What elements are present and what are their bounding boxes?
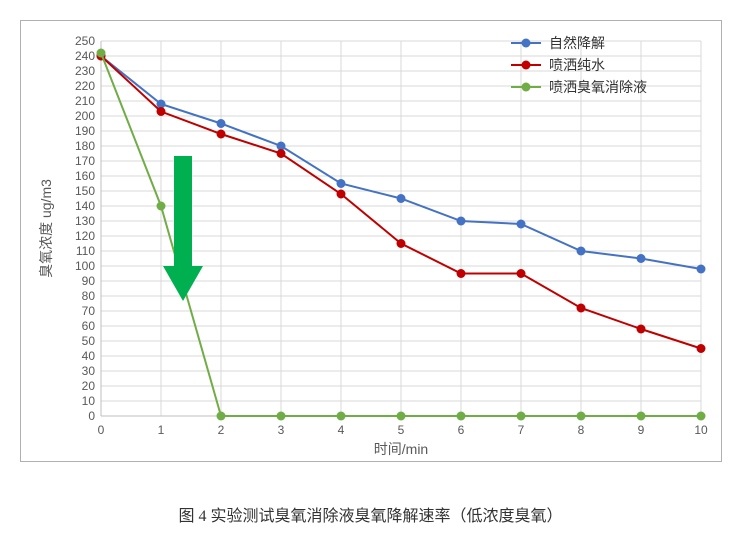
data-point	[457, 269, 466, 278]
data-point	[637, 254, 646, 263]
legend-item: 喷洒纯水	[549, 57, 605, 73]
svg-text:190: 190	[75, 124, 95, 138]
data-point	[517, 269, 526, 278]
data-point	[457, 217, 466, 226]
svg-text:160: 160	[75, 169, 95, 183]
svg-text:3: 3	[278, 423, 285, 437]
svg-text:30: 30	[82, 364, 96, 378]
svg-text:100: 100	[75, 259, 95, 273]
svg-text:60: 60	[82, 319, 96, 333]
svg-text:130: 130	[75, 214, 95, 228]
svg-text:50: 50	[82, 334, 96, 348]
data-point	[397, 194, 406, 203]
svg-text:1: 1	[158, 423, 165, 437]
data-point	[217, 119, 226, 128]
data-point	[517, 412, 526, 421]
svg-text:200: 200	[75, 109, 95, 123]
down-arrow-icon	[163, 156, 203, 301]
svg-text:4: 4	[338, 423, 345, 437]
data-point	[457, 412, 466, 421]
svg-text:170: 170	[75, 154, 95, 168]
svg-text:40: 40	[82, 349, 96, 363]
svg-text:240: 240	[75, 49, 95, 63]
figure-caption: 图 4 实验测试臭氧消除液臭氧降解速率（低浓度臭氧）	[20, 502, 721, 526]
svg-text:0: 0	[88, 409, 95, 423]
legend-item: 喷洒臭氧消除液	[549, 79, 647, 95]
data-point	[577, 247, 586, 256]
svg-text:220: 220	[75, 79, 95, 93]
data-point	[277, 412, 286, 421]
svg-text:10: 10	[82, 394, 96, 408]
svg-text:120: 120	[75, 229, 95, 243]
svg-text:70: 70	[82, 304, 96, 318]
y-axis-label: 臭氧浓度 ug/m3	[38, 179, 54, 278]
data-point	[637, 325, 646, 334]
data-point	[637, 412, 646, 421]
chart-container: 0102030405060708090100110120130140150160…	[20, 20, 722, 462]
svg-text:180: 180	[75, 139, 95, 153]
data-point	[337, 179, 346, 188]
svg-text:210: 210	[75, 94, 95, 108]
svg-text:5: 5	[398, 423, 405, 437]
data-point	[277, 149, 286, 158]
svg-text:230: 230	[75, 64, 95, 78]
svg-text:9: 9	[638, 423, 645, 437]
svg-text:110: 110	[76, 244, 95, 258]
line-chart: 0102030405060708090100110120130140150160…	[21, 21, 721, 461]
svg-text:80: 80	[82, 289, 96, 303]
data-point	[157, 107, 166, 116]
data-point	[697, 265, 706, 274]
data-point	[517, 220, 526, 229]
data-point	[697, 344, 706, 353]
data-point	[697, 412, 706, 421]
svg-text:7: 7	[518, 423, 525, 437]
data-point	[577, 304, 586, 313]
data-point	[337, 190, 346, 199]
svg-text:2: 2	[218, 423, 225, 437]
data-point	[157, 202, 166, 211]
x-axis-label: 时间/min	[374, 441, 428, 457]
data-point	[397, 412, 406, 421]
svg-text:0: 0	[98, 423, 105, 437]
svg-text:8: 8	[578, 423, 585, 437]
svg-text:140: 140	[75, 199, 95, 213]
data-point	[217, 412, 226, 421]
svg-text:90: 90	[82, 274, 96, 288]
svg-text:10: 10	[694, 423, 708, 437]
data-point	[577, 412, 586, 421]
svg-text:6: 6	[458, 423, 465, 437]
data-point	[217, 130, 226, 139]
data-point	[97, 49, 106, 58]
data-point	[337, 412, 346, 421]
svg-text:150: 150	[75, 184, 95, 198]
svg-text:250: 250	[75, 34, 95, 48]
svg-text:20: 20	[82, 379, 96, 393]
data-point	[397, 239, 406, 248]
legend-item: 自然降解	[549, 35, 605, 51]
